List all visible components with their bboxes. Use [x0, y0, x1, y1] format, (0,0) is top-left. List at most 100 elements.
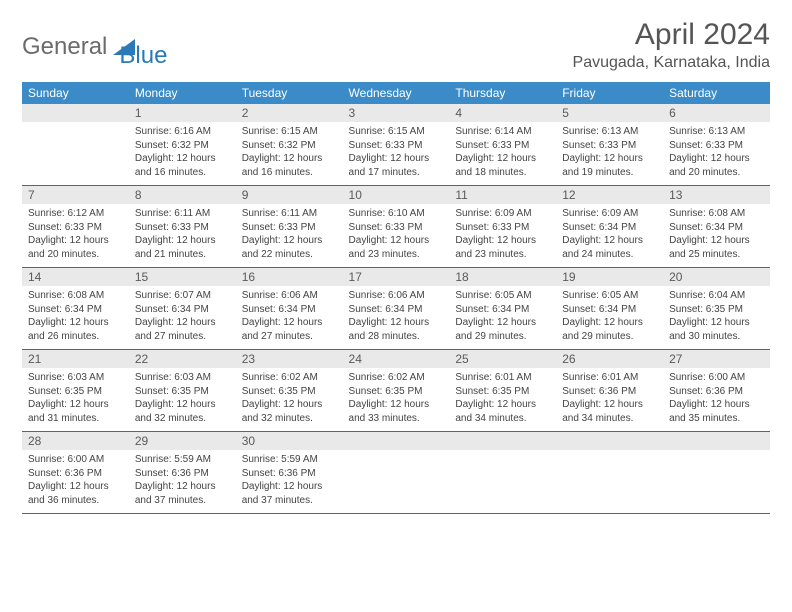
- day-body: [22, 122, 129, 180]
- sunrise-text: Sunrise: 6:04 AM: [669, 289, 764, 303]
- sunrise-text: Sunrise: 6:02 AM: [242, 371, 337, 385]
- dayhead-wed: Wednesday: [343, 82, 450, 104]
- daylight-text: Daylight: 12 hours and 25 minutes.: [669, 234, 764, 261]
- day-body: Sunrise: 6:10 AMSunset: 6:33 PMDaylight:…: [343, 204, 450, 267]
- calendar-table: Sunday Monday Tuesday Wednesday Thursday…: [22, 82, 770, 514]
- sunset-text: Sunset: 6:36 PM: [135, 467, 230, 481]
- day-body: Sunrise: 5:59 AMSunset: 6:36 PMDaylight:…: [129, 450, 236, 513]
- sunset-text: Sunset: 6:34 PM: [135, 303, 230, 317]
- day-number: 10: [343, 186, 450, 204]
- day-number: 1: [129, 104, 236, 122]
- sunrise-text: Sunrise: 6:08 AM: [28, 289, 123, 303]
- sunset-text: Sunset: 6:33 PM: [28, 221, 123, 235]
- dayhead-tue: Tuesday: [236, 82, 343, 104]
- day-number: 8: [129, 186, 236, 204]
- day-number: 9: [236, 186, 343, 204]
- calendar-cell: 9Sunrise: 6:11 AMSunset: 6:33 PMDaylight…: [236, 186, 343, 268]
- sunset-text: Sunset: 6:33 PM: [455, 221, 550, 235]
- day-number: 20: [663, 268, 770, 286]
- day-body: [343, 450, 450, 508]
- daylight-text: Daylight: 12 hours and 28 minutes.: [349, 316, 444, 343]
- day-body: Sunrise: 6:12 AMSunset: 6:33 PMDaylight:…: [22, 204, 129, 267]
- sunset-text: Sunset: 6:35 PM: [669, 303, 764, 317]
- calendar-cell: 18Sunrise: 6:05 AMSunset: 6:34 PMDayligh…: [449, 268, 556, 350]
- day-number: [556, 432, 663, 450]
- calendar-week: 7Sunrise: 6:12 AMSunset: 6:33 PMDaylight…: [22, 186, 770, 268]
- daylight-text: Daylight: 12 hours and 31 minutes.: [28, 398, 123, 425]
- month-title: April 2024: [573, 18, 770, 52]
- daylight-text: Daylight: 12 hours and 33 minutes.: [349, 398, 444, 425]
- calendar-cell: 7Sunrise: 6:12 AMSunset: 6:33 PMDaylight…: [22, 186, 129, 268]
- daylight-text: Daylight: 12 hours and 18 minutes.: [455, 152, 550, 179]
- day-body: Sunrise: 6:13 AMSunset: 6:33 PMDaylight:…: [556, 122, 663, 185]
- sunset-text: Sunset: 6:32 PM: [242, 139, 337, 153]
- sunset-text: Sunset: 6:34 PM: [349, 303, 444, 317]
- calendar-cell: 21Sunrise: 6:03 AMSunset: 6:35 PMDayligh…: [22, 350, 129, 432]
- sunset-text: Sunset: 6:34 PM: [562, 303, 657, 317]
- daylight-text: Daylight: 12 hours and 16 minutes.: [242, 152, 337, 179]
- calendar-cell: [343, 432, 450, 514]
- sunset-text: Sunset: 6:33 PM: [349, 139, 444, 153]
- day-number: 12: [556, 186, 663, 204]
- day-number: 16: [236, 268, 343, 286]
- sunset-text: Sunset: 6:35 PM: [455, 385, 550, 399]
- sunset-text: Sunset: 6:34 PM: [28, 303, 123, 317]
- calendar-cell: 23Sunrise: 6:02 AMSunset: 6:35 PMDayligh…: [236, 350, 343, 432]
- sunrise-text: Sunrise: 6:08 AM: [669, 207, 764, 221]
- day-body: Sunrise: 6:07 AMSunset: 6:34 PMDaylight:…: [129, 286, 236, 349]
- day-body: Sunrise: 6:06 AMSunset: 6:34 PMDaylight:…: [343, 286, 450, 349]
- sunrise-text: Sunrise: 6:07 AM: [135, 289, 230, 303]
- day-number: 21: [22, 350, 129, 368]
- day-body: Sunrise: 6:11 AMSunset: 6:33 PMDaylight:…: [129, 204, 236, 267]
- sunrise-text: Sunrise: 6:06 AM: [349, 289, 444, 303]
- day-number: [343, 432, 450, 450]
- daylight-text: Daylight: 12 hours and 19 minutes.: [562, 152, 657, 179]
- sunrise-text: Sunrise: 6:16 AM: [135, 125, 230, 139]
- sunrise-text: Sunrise: 6:00 AM: [28, 453, 123, 467]
- logo: General Blue: [22, 24, 167, 70]
- dayhead-fri: Friday: [556, 82, 663, 104]
- sunset-text: Sunset: 6:35 PM: [349, 385, 444, 399]
- daylight-text: Daylight: 12 hours and 21 minutes.: [135, 234, 230, 261]
- day-number: 4: [449, 104, 556, 122]
- daylight-text: Daylight: 12 hours and 29 minutes.: [455, 316, 550, 343]
- title-block: April 2024 Pavugada, Karnataka, India: [573, 18, 770, 72]
- day-body: Sunrise: 6:13 AMSunset: 6:33 PMDaylight:…: [663, 122, 770, 185]
- day-body: Sunrise: 6:11 AMSunset: 6:33 PMDaylight:…: [236, 204, 343, 267]
- day-body: Sunrise: 6:09 AMSunset: 6:34 PMDaylight:…: [556, 204, 663, 267]
- day-number: [449, 432, 556, 450]
- calendar-cell: 28Sunrise: 6:00 AMSunset: 6:36 PMDayligh…: [22, 432, 129, 514]
- sunrise-text: Sunrise: 6:11 AM: [242, 207, 337, 221]
- calendar-cell: 12Sunrise: 6:09 AMSunset: 6:34 PMDayligh…: [556, 186, 663, 268]
- logo-text-2: Blue: [119, 42, 167, 70]
- sunset-text: Sunset: 6:33 PM: [562, 139, 657, 153]
- calendar-cell: 27Sunrise: 6:00 AMSunset: 6:36 PMDayligh…: [663, 350, 770, 432]
- sunrise-text: Sunrise: 6:15 AM: [349, 125, 444, 139]
- day-number: 15: [129, 268, 236, 286]
- daylight-text: Daylight: 12 hours and 37 minutes.: [242, 480, 337, 507]
- calendar-cell: 25Sunrise: 6:01 AMSunset: 6:35 PMDayligh…: [449, 350, 556, 432]
- sunrise-text: Sunrise: 6:02 AM: [349, 371, 444, 385]
- sunset-text: Sunset: 6:34 PM: [562, 221, 657, 235]
- daylight-text: Daylight: 12 hours and 27 minutes.: [135, 316, 230, 343]
- calendar-cell: 15Sunrise: 6:07 AMSunset: 6:34 PMDayligh…: [129, 268, 236, 350]
- sunset-text: Sunset: 6:33 PM: [242, 221, 337, 235]
- daylight-text: Daylight: 12 hours and 20 minutes.: [669, 152, 764, 179]
- calendar-cell: 5Sunrise: 6:13 AMSunset: 6:33 PMDaylight…: [556, 104, 663, 186]
- daylight-text: Daylight: 12 hours and 27 minutes.: [242, 316, 337, 343]
- day-number: 28: [22, 432, 129, 450]
- sunset-text: Sunset: 6:32 PM: [135, 139, 230, 153]
- day-body: Sunrise: 6:09 AMSunset: 6:33 PMDaylight:…: [449, 204, 556, 267]
- calendar-cell: 14Sunrise: 6:08 AMSunset: 6:34 PMDayligh…: [22, 268, 129, 350]
- calendar-cell: 30Sunrise: 5:59 AMSunset: 6:36 PMDayligh…: [236, 432, 343, 514]
- sunset-text: Sunset: 6:34 PM: [242, 303, 337, 317]
- sunrise-text: Sunrise: 5:59 AM: [242, 453, 337, 467]
- day-body: Sunrise: 6:16 AMSunset: 6:32 PMDaylight:…: [129, 122, 236, 185]
- sunrise-text: Sunrise: 6:01 AM: [562, 371, 657, 385]
- day-number: 30: [236, 432, 343, 450]
- daylight-text: Daylight: 12 hours and 20 minutes.: [28, 234, 123, 261]
- day-header-row: Sunday Monday Tuesday Wednesday Thursday…: [22, 82, 770, 104]
- calendar-week: 14Sunrise: 6:08 AMSunset: 6:34 PMDayligh…: [22, 268, 770, 350]
- sunrise-text: Sunrise: 6:01 AM: [455, 371, 550, 385]
- sunrise-text: Sunrise: 6:13 AM: [669, 125, 764, 139]
